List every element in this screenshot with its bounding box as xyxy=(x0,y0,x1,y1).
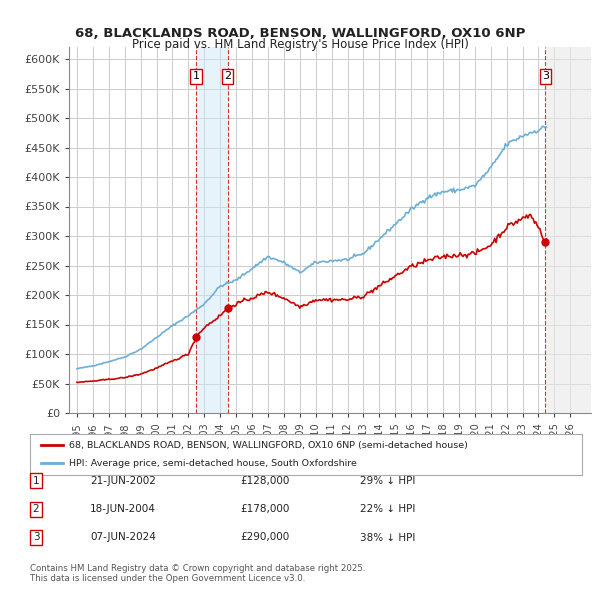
Text: 21-JUN-2002: 21-JUN-2002 xyxy=(90,476,156,486)
Text: 29% ↓ HPI: 29% ↓ HPI xyxy=(360,476,415,486)
Text: 68, BLACKLANDS ROAD, BENSON, WALLINGFORD, OX10 6NP: 68, BLACKLANDS ROAD, BENSON, WALLINGFORD… xyxy=(75,27,525,40)
Text: 68, BLACKLANDS ROAD, BENSON, WALLINGFORD, OX10 6NP (semi-detached house): 68, BLACKLANDS ROAD, BENSON, WALLINGFORD… xyxy=(68,441,467,450)
Text: £178,000: £178,000 xyxy=(240,504,289,514)
Bar xyxy=(196,47,227,413)
Text: 2: 2 xyxy=(32,504,40,514)
Text: HPI: Average price, semi-detached house, South Oxfordshire: HPI: Average price, semi-detached house,… xyxy=(68,459,356,468)
Text: 1: 1 xyxy=(193,71,199,81)
Text: 07-JUN-2024: 07-JUN-2024 xyxy=(90,533,156,542)
Text: Contains HM Land Registry data © Crown copyright and database right 2025.
This d: Contains HM Land Registry data © Crown c… xyxy=(30,563,365,583)
Text: 18-JUN-2004: 18-JUN-2004 xyxy=(90,504,156,514)
Text: 22% ↓ HPI: 22% ↓ HPI xyxy=(360,504,415,514)
Text: 3: 3 xyxy=(32,533,40,542)
Text: £128,000: £128,000 xyxy=(240,476,289,486)
Text: 2: 2 xyxy=(224,71,231,81)
Bar xyxy=(547,47,594,413)
Text: 3: 3 xyxy=(542,71,549,81)
Text: £290,000: £290,000 xyxy=(240,533,289,542)
Text: Price paid vs. HM Land Registry's House Price Index (HPI): Price paid vs. HM Land Registry's House … xyxy=(131,38,469,51)
Text: 1: 1 xyxy=(32,476,40,486)
Text: 38% ↓ HPI: 38% ↓ HPI xyxy=(360,533,415,542)
